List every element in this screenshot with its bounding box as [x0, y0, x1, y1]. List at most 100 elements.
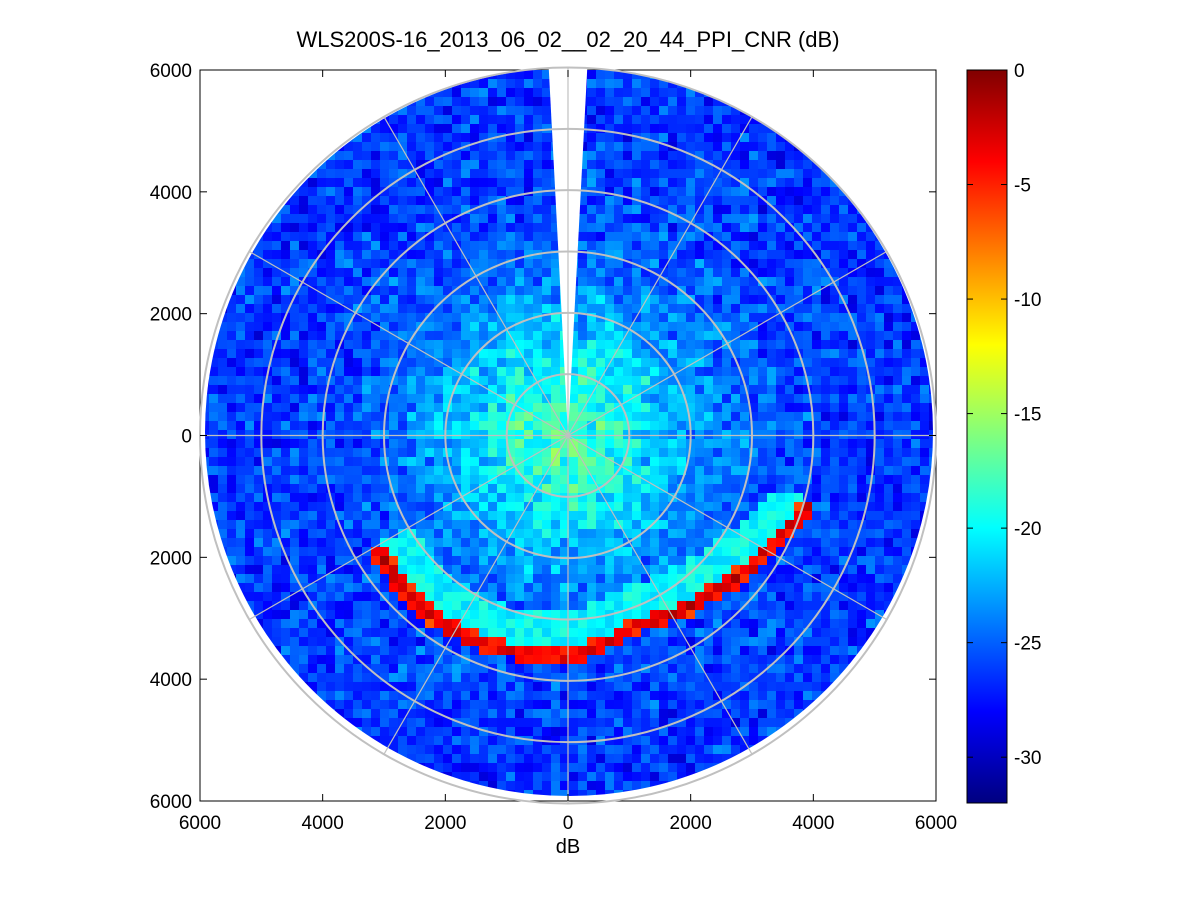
heatmap-cell: [344, 700, 353, 709]
heatmap-cell: [803, 511, 812, 520]
heatmap-cell: [785, 466, 794, 475]
heatmap-cell: [839, 628, 848, 637]
heatmap-cell: [452, 421, 461, 430]
heatmap-cell: [623, 169, 632, 178]
heatmap-cell: [461, 133, 470, 142]
heatmap-cell: [659, 547, 668, 556]
heatmap-cell: [398, 565, 407, 574]
heatmap-cell: [776, 232, 785, 241]
heatmap-cell: [632, 394, 641, 403]
heatmap-cell: [740, 178, 749, 187]
heatmap-cell: [443, 88, 452, 97]
heatmap-cell: [587, 520, 596, 529]
heatmap-cell: [749, 241, 758, 250]
heatmap-cell: [614, 619, 623, 628]
heatmap-cell: [497, 340, 506, 349]
heatmap-cell: [326, 196, 335, 205]
heatmap-cell: [308, 673, 317, 682]
heatmap-cell: [641, 160, 650, 169]
heatmap-cell: [434, 682, 443, 691]
heatmap-cell: [614, 313, 623, 322]
heatmap-cell: [407, 466, 416, 475]
heatmap-cell: [524, 376, 533, 385]
heatmap-cell: [803, 313, 812, 322]
heatmap-cell: [281, 574, 290, 583]
heatmap-cell: [218, 376, 227, 385]
heatmap-cell: [308, 457, 317, 466]
heatmap-cell: [425, 97, 434, 106]
heatmap-cell: [749, 178, 758, 187]
heatmap-cell: [353, 160, 362, 169]
heatmap-cell: [632, 250, 641, 259]
heatmap-cell: [686, 277, 695, 286]
heatmap-cell: [434, 169, 443, 178]
heatmap-cell: [578, 655, 587, 664]
heatmap-cell: [686, 313, 695, 322]
heatmap-cell: [551, 385, 560, 394]
heatmap-cell: [281, 610, 290, 619]
heatmap-cell: [677, 259, 686, 268]
heatmap-cell: [533, 502, 542, 511]
heatmap-cell: [686, 601, 695, 610]
heatmap-cell: [803, 394, 812, 403]
heatmap-cell: [263, 286, 272, 295]
heatmap-cell: [335, 223, 344, 232]
heatmap-cell: [380, 601, 389, 610]
heatmap-cell: [434, 592, 443, 601]
heatmap-cell: [335, 322, 344, 331]
heatmap-cell: [596, 628, 605, 637]
heatmap-cell: [299, 250, 308, 259]
heatmap-cell: [218, 403, 227, 412]
heatmap-cell: [596, 322, 605, 331]
heatmap-cell: [425, 430, 434, 439]
heatmap-cell: [245, 529, 254, 538]
heatmap-cell: [533, 691, 542, 700]
heatmap-cell: [515, 88, 524, 97]
heatmap-cell: [488, 277, 497, 286]
heatmap-cell: [587, 547, 596, 556]
heatmap-cell: [713, 592, 722, 601]
heatmap-cell: [623, 358, 632, 367]
heatmap-cell: [380, 151, 389, 160]
heatmap-cell: [416, 538, 425, 547]
heatmap-cell: [650, 520, 659, 529]
heatmap-cell: [371, 376, 380, 385]
heatmap-cell: [686, 241, 695, 250]
heatmap-cell: [614, 394, 623, 403]
heatmap-cell: [794, 259, 803, 268]
heatmap-cell: [641, 106, 650, 115]
heatmap-cell: [686, 592, 695, 601]
heatmap-cell: [650, 367, 659, 376]
heatmap-cell: [398, 547, 407, 556]
heatmap-cell: [290, 385, 299, 394]
heatmap-cell: [884, 277, 893, 286]
heatmap-cell: [911, 511, 920, 520]
heatmap-cell: [299, 340, 308, 349]
heatmap-cell: [272, 583, 281, 592]
heatmap-cell: [848, 610, 857, 619]
heatmap-cell: [767, 358, 776, 367]
heatmap-cell: [515, 385, 524, 394]
heatmap-cell: [785, 367, 794, 376]
heatmap-cell: [704, 178, 713, 187]
heatmap-cell: [884, 295, 893, 304]
heatmap-cell: [497, 169, 506, 178]
heatmap-cell: [434, 259, 443, 268]
heatmap-cell: [623, 439, 632, 448]
heatmap-cell: [587, 331, 596, 340]
heatmap-cell: [506, 403, 515, 412]
heatmap-cell: [407, 268, 416, 277]
heatmap-cell: [344, 583, 353, 592]
heatmap-cell: [623, 250, 632, 259]
heatmap-cell: [641, 547, 650, 556]
heatmap-cell: [425, 502, 434, 511]
heatmap-cell: [488, 304, 497, 313]
heatmap-cell: [875, 466, 884, 475]
heatmap-cell: [353, 205, 362, 214]
heatmap-cell: [623, 70, 632, 79]
heatmap-cell: [677, 313, 686, 322]
heatmap-cell: [767, 655, 776, 664]
heatmap-cell: [704, 664, 713, 673]
heatmap-cell: [488, 250, 497, 259]
heatmap-cell: [722, 691, 731, 700]
